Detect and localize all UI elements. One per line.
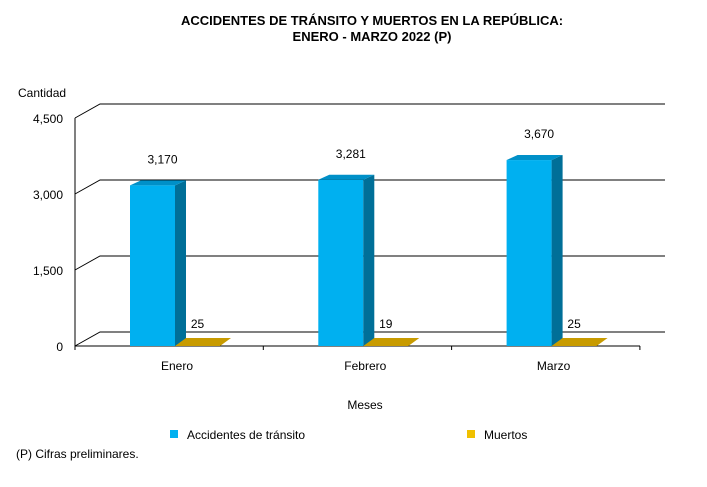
x-tick-label: Marzo: [537, 359, 571, 373]
bar-side-accidentes: [551, 155, 563, 346]
data-label-accidentes: 3,670: [524, 127, 554, 141]
x-axis-label: Meses: [347, 398, 382, 412]
y-tick-label: 1,500: [33, 264, 63, 278]
y-axis-label: Cantidad: [18, 86, 66, 100]
y-tick-label: 4,500: [33, 112, 63, 126]
bar-top-accidentes: [318, 174, 375, 180]
bar-side-accidentes: [175, 180, 186, 346]
footnote: (P) Cifras preliminares.: [16, 447, 139, 461]
legend-swatch-muertos: [467, 430, 475, 438]
gridline: [74, 331, 665, 347]
bar-accidentes: [318, 179, 364, 346]
data-label-muertos: 19: [379, 317, 393, 331]
data-label-accidentes: 3,170: [147, 152, 177, 166]
bar-top-accidentes: [506, 155, 563, 161]
chart-subtitle: ENERO - MARZO 2022 (P): [293, 29, 452, 44]
y-tick-label: 0: [56, 340, 63, 354]
bar-muertos: [175, 338, 231, 346]
bar-muertos: [551, 338, 608, 346]
bar-accidentes: [506, 160, 552, 346]
bar-top-accidentes: [130, 180, 186, 186]
data-label-muertos: 25: [191, 317, 205, 331]
legend-label-muertos: Muertos: [484, 428, 527, 442]
x-tick-label: Febrero: [344, 359, 386, 373]
bar-muertos: [363, 338, 420, 346]
gridline: [74, 103, 665, 119]
data-label-muertos: 25: [567, 317, 581, 331]
data-label-accidentes: 3,281: [336, 147, 366, 161]
x-tick-label: Enero: [161, 359, 193, 373]
gridline: [74, 179, 665, 195]
legend-swatch-accidentes: [170, 430, 178, 438]
bar-side-accidentes: [363, 174, 375, 346]
chart-title: ACCIDENTES DE TRÁNSITO Y MUERTOS EN LA R…: [181, 13, 563, 28]
bar-accidentes: [130, 185, 175, 346]
legend-label-accidentes: Accidentes de tránsito: [187, 428, 305, 442]
y-tick-label: 3,000: [33, 188, 63, 202]
gridline: [74, 255, 665, 271]
